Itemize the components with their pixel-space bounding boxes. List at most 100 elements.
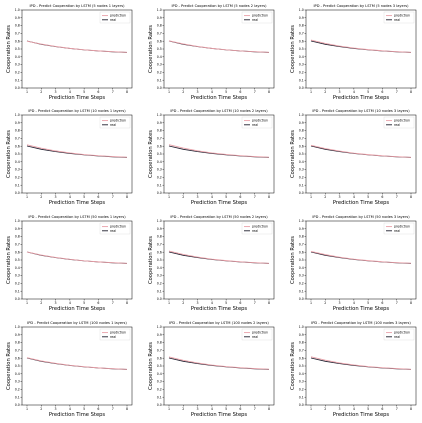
y-tick-label: 0.5: [299, 258, 304, 262]
x-tick-label: 8: [410, 90, 412, 94]
y-tick-label: 0.9: [299, 16, 304, 20]
y-tick-label: 0.2: [299, 176, 304, 180]
y-tick-label: 1.0: [15, 113, 20, 117]
prediction-series-line: [26, 40, 128, 53]
legend-label-prediction: prediction: [394, 331, 410, 335]
y-tick-label: 0.6: [157, 144, 162, 148]
y-tick-label: 0.0: [157, 191, 162, 195]
y-tick-label: 1.0: [15, 325, 20, 329]
legend-label-real: real: [394, 18, 400, 22]
x-axis-label: Prediction Time Steps: [191, 306, 248, 312]
x-tick-label: 1: [26, 90, 28, 94]
y-tick-label: 0.4: [157, 55, 162, 59]
x-tick-label: 5: [225, 195, 227, 199]
prediction-series-line: [26, 357, 128, 370]
x-tick-label: 4: [211, 407, 213, 411]
x-tick-label: 1: [168, 90, 170, 94]
x-tick-label: 6: [381, 90, 383, 94]
x-tick-label: 8: [126, 195, 128, 199]
y-tick-label: 0.3: [157, 380, 162, 384]
subplot-4: IPD - Predict Cooperation by LSTM (10 no…: [6, 109, 133, 206]
y-tick-label: 0.7: [157, 32, 162, 36]
x-axis-label: Prediction Time Steps: [333, 306, 390, 312]
x-tick-label: 2: [324, 195, 326, 199]
y-tick-label: 0.3: [299, 168, 304, 172]
x-tick-label: 3: [197, 195, 199, 199]
y-tick-label: 0.1: [157, 395, 162, 399]
x-tick-label: 5: [83, 301, 85, 305]
y-tick-label: 0.1: [157, 78, 162, 82]
y-tick-label: 0.4: [157, 266, 162, 270]
x-tick-label: 6: [239, 90, 241, 94]
y-tick-label: 0.8: [15, 24, 20, 28]
y-tick-label: 0.1: [299, 395, 304, 399]
real-series-line: [168, 357, 270, 370]
x-tick-label: 7: [396, 301, 398, 305]
x-tick-label: 5: [225, 90, 227, 94]
x-tick-label: 6: [381, 301, 383, 305]
subplot-2: IPD - Predict Cooperation by LSTM (5 nod…: [148, 4, 275, 101]
x-tick-label: 1: [310, 407, 312, 411]
y-tick-label: 0.0: [157, 403, 162, 407]
y-tick-label: 0.0: [299, 191, 304, 195]
y-tick-label: 0.2: [299, 388, 304, 392]
x-tick-label: 1: [310, 90, 312, 94]
y-tick-label: 0.6: [15, 250, 20, 254]
x-tick-label: 5: [225, 301, 227, 305]
y-tick-label: 1.0: [15, 8, 20, 12]
subplot-title: IPD - Predict Cooperation by LSTM (10 no…: [312, 109, 410, 113]
x-axis-label: Prediction Time Steps: [191, 200, 248, 206]
y-tick-label: 0.7: [157, 349, 162, 353]
y-tick-label: 0.2: [299, 71, 304, 75]
y-tick-label: 0.5: [15, 258, 20, 262]
x-tick-label: 4: [353, 195, 355, 199]
y-tick-label: 0.6: [299, 39, 304, 43]
x-tick-label: 4: [69, 195, 71, 199]
legend-label-prediction: prediction: [252, 331, 268, 335]
x-tick-label: 8: [268, 195, 270, 199]
y-tick-label: 0.4: [15, 372, 20, 376]
y-tick-label: 0.7: [157, 243, 162, 247]
y-tick-label: 0.0: [15, 297, 20, 301]
legend-box: [241, 222, 273, 235]
x-tick-label: 8: [126, 301, 128, 305]
prediction-series-line: [310, 144, 412, 158]
y-tick-label: 0.9: [157, 227, 162, 231]
subplot-11: IPD - Predict Cooperation by LSTM (100 n…: [148, 321, 275, 418]
x-tick-label: 7: [112, 90, 114, 94]
legend-label-real: real: [394, 335, 400, 339]
x-tick-label: 8: [268, 301, 270, 305]
x-tick-label: 2: [324, 90, 326, 94]
x-tick-label: 4: [211, 301, 213, 305]
legend-label-prediction: prediction: [110, 225, 126, 229]
legend-label-prediction: prediction: [252, 14, 268, 18]
y-tick-label: 0.1: [299, 183, 304, 187]
x-axis-label: Prediction Time Steps: [191, 412, 248, 418]
y-tick-label: 0.0: [157, 86, 162, 90]
y-tick-label: 1.0: [299, 219, 304, 223]
x-tick-label: 3: [197, 90, 199, 94]
y-tick-label: 0.3: [15, 274, 20, 278]
x-tick-label: 6: [381, 407, 383, 411]
subplot-9: IPD - Predict Cooperation by LSTM (50 no…: [290, 215, 417, 312]
y-tick-label: 0.7: [299, 349, 304, 353]
x-tick-label: 1: [168, 301, 170, 305]
y-tick-label: 0.4: [299, 160, 304, 164]
legend-box: [383, 116, 415, 129]
x-tick-label: 1: [168, 195, 170, 199]
x-tick-label: 1: [310, 301, 312, 305]
legend-label-real: real: [252, 18, 258, 22]
x-tick-label: 5: [225, 407, 227, 411]
legend-box: [241, 328, 273, 341]
y-tick-label: 0.3: [157, 168, 162, 172]
prediction-series-line: [310, 39, 412, 53]
y-tick-label: 0.9: [299, 227, 304, 231]
x-tick-label: 6: [239, 301, 241, 305]
y-tick-label: 0.9: [15, 227, 20, 231]
x-axis-label: Prediction Time Steps: [49, 95, 106, 101]
y-tick-label: 1.0: [299, 8, 304, 12]
y-tick-label: 0.2: [15, 176, 20, 180]
legend-label-real: real: [110, 18, 116, 22]
x-tick-label: 2: [182, 407, 184, 411]
x-tick-label: 1: [168, 407, 170, 411]
